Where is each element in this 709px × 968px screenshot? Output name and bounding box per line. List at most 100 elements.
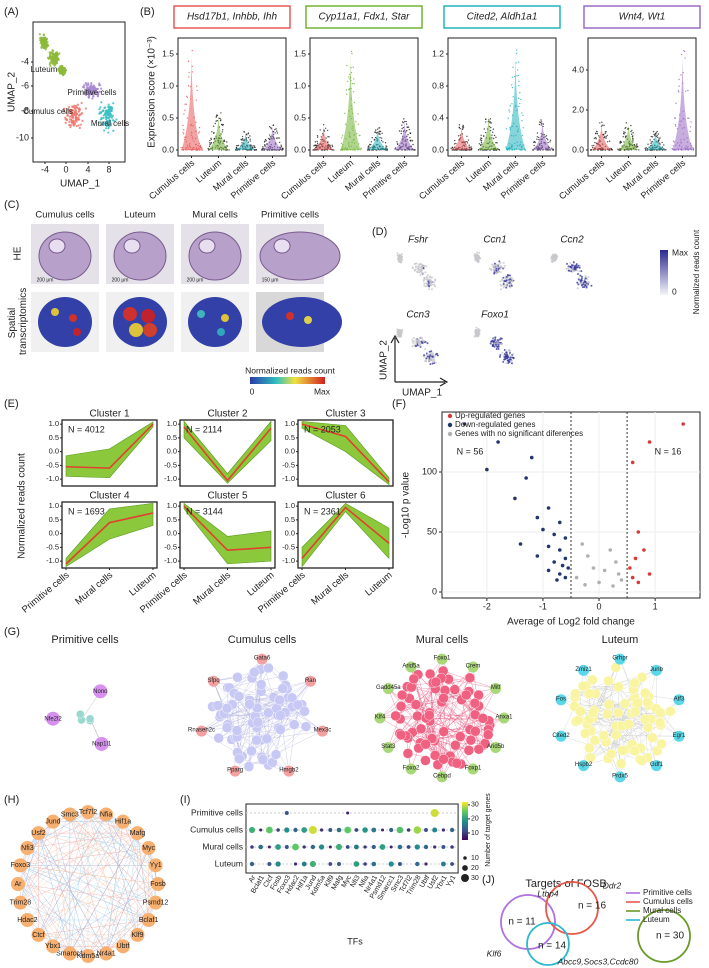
network-node — [630, 706, 641, 717]
tf-label: Psmd12 — [143, 899, 169, 906]
network-edge — [237, 696, 240, 753]
cell-dot — [408, 128, 411, 131]
gene-point — [642, 548, 646, 552]
network-edge — [17, 821, 124, 885]
umap-cell — [577, 283, 580, 286]
x-tick-label: Cumulus cells — [417, 157, 467, 201]
spatial-tissue — [38, 297, 92, 347]
cell-dot — [624, 135, 627, 138]
network-edge — [288, 704, 299, 772]
network-node — [575, 706, 586, 717]
dot — [389, 845, 393, 849]
network-node — [629, 677, 641, 689]
network-edge — [443, 677, 471, 732]
axes-frame — [32, 21, 126, 163]
gene-point — [557, 572, 562, 576]
cell-dot — [678, 85, 680, 87]
cell-dot — [601, 121, 603, 123]
cell-dot — [240, 139, 243, 141]
umap-cell — [420, 269, 423, 272]
cell-dot — [353, 101, 356, 104]
cell-dot — [453, 143, 456, 145]
hub-node — [405, 661, 417, 673]
column-title: Luteum — [124, 210, 156, 221]
umap-cell — [500, 342, 503, 345]
cell-dot — [320, 136, 323, 138]
umap-cell — [574, 267, 577, 270]
axes-frame — [245, 803, 459, 874]
umap-cell — [400, 333, 403, 336]
cluster-count: N = 3144 — [186, 506, 223, 516]
network-node — [415, 723, 427, 734]
network-edge — [20, 814, 71, 903]
cell-dot — [655, 132, 657, 134]
network-node — [477, 713, 489, 724]
network-edge — [27, 832, 138, 921]
umap-cell — [98, 107, 101, 111]
cell-dot — [265, 140, 268, 142]
hub-label: Ran — [305, 678, 316, 684]
gene-label: Ddr2 — [603, 880, 622, 890]
hub-node — [467, 661, 479, 673]
cell-dot — [331, 144, 333, 146]
hub-label: Nap1l1 — [92, 742, 112, 748]
cell-dot — [209, 143, 211, 146]
network-node — [602, 708, 613, 720]
network-node — [656, 738, 667, 750]
gene-point — [614, 560, 618, 564]
cell-dot — [182, 131, 184, 134]
umap-cell — [420, 336, 423, 339]
cell-dot — [605, 135, 607, 138]
umap-cell — [505, 283, 508, 286]
cell-dot — [521, 134, 524, 137]
umap-cell — [500, 284, 503, 287]
hotspot — [123, 307, 137, 321]
cell-dot — [514, 75, 516, 78]
cell-dot — [274, 132, 276, 134]
umap-cell — [76, 106, 79, 110]
mean-line — [183, 426, 272, 482]
umap-cell — [71, 120, 74, 123]
violin — [340, 50, 361, 150]
dot — [265, 826, 273, 834]
network-edge — [38, 934, 89, 957]
cell-dot — [490, 122, 492, 124]
tf-node — [151, 876, 165, 891]
network-edge — [38, 833, 89, 957]
cell-dot — [677, 90, 680, 92]
umap-cell — [99, 118, 102, 121]
umap-cell — [75, 112, 79, 115]
cell-dot — [382, 141, 384, 143]
umap-cell — [396, 252, 399, 255]
cell-dot — [534, 141, 536, 144]
dot — [309, 860, 316, 868]
umap-cell — [507, 362, 510, 365]
network-edge — [69, 883, 159, 954]
cell-dot — [594, 136, 597, 139]
set-count: n = 30 — [656, 931, 685, 942]
hub-label: Mitf — [491, 685, 501, 691]
network-edge — [38, 833, 71, 954]
violin — [235, 131, 256, 150]
umap-cell — [60, 70, 63, 73]
cell-dot — [331, 145, 334, 148]
network-edge — [27, 821, 124, 921]
violin — [591, 121, 612, 150]
mean-line — [65, 423, 154, 469]
hotspot — [129, 323, 143, 337]
umap-cell — [477, 328, 480, 331]
umap-cell — [552, 257, 555, 260]
cell-dot — [247, 136, 250, 139]
set-count: n = 11 — [508, 917, 536, 928]
cell-dot — [625, 126, 627, 129]
umap-cell — [412, 340, 415, 343]
umap-cell — [76, 103, 80, 106]
umap-cell — [434, 285, 437, 288]
cell-dot — [483, 128, 485, 130]
umap-cell — [493, 262, 496, 265]
tf-node — [130, 927, 145, 942]
cell-dot — [512, 96, 514, 98]
network-node — [275, 724, 286, 735]
count-label: N = 56 — [457, 446, 484, 456]
cell-dot — [213, 132, 215, 134]
